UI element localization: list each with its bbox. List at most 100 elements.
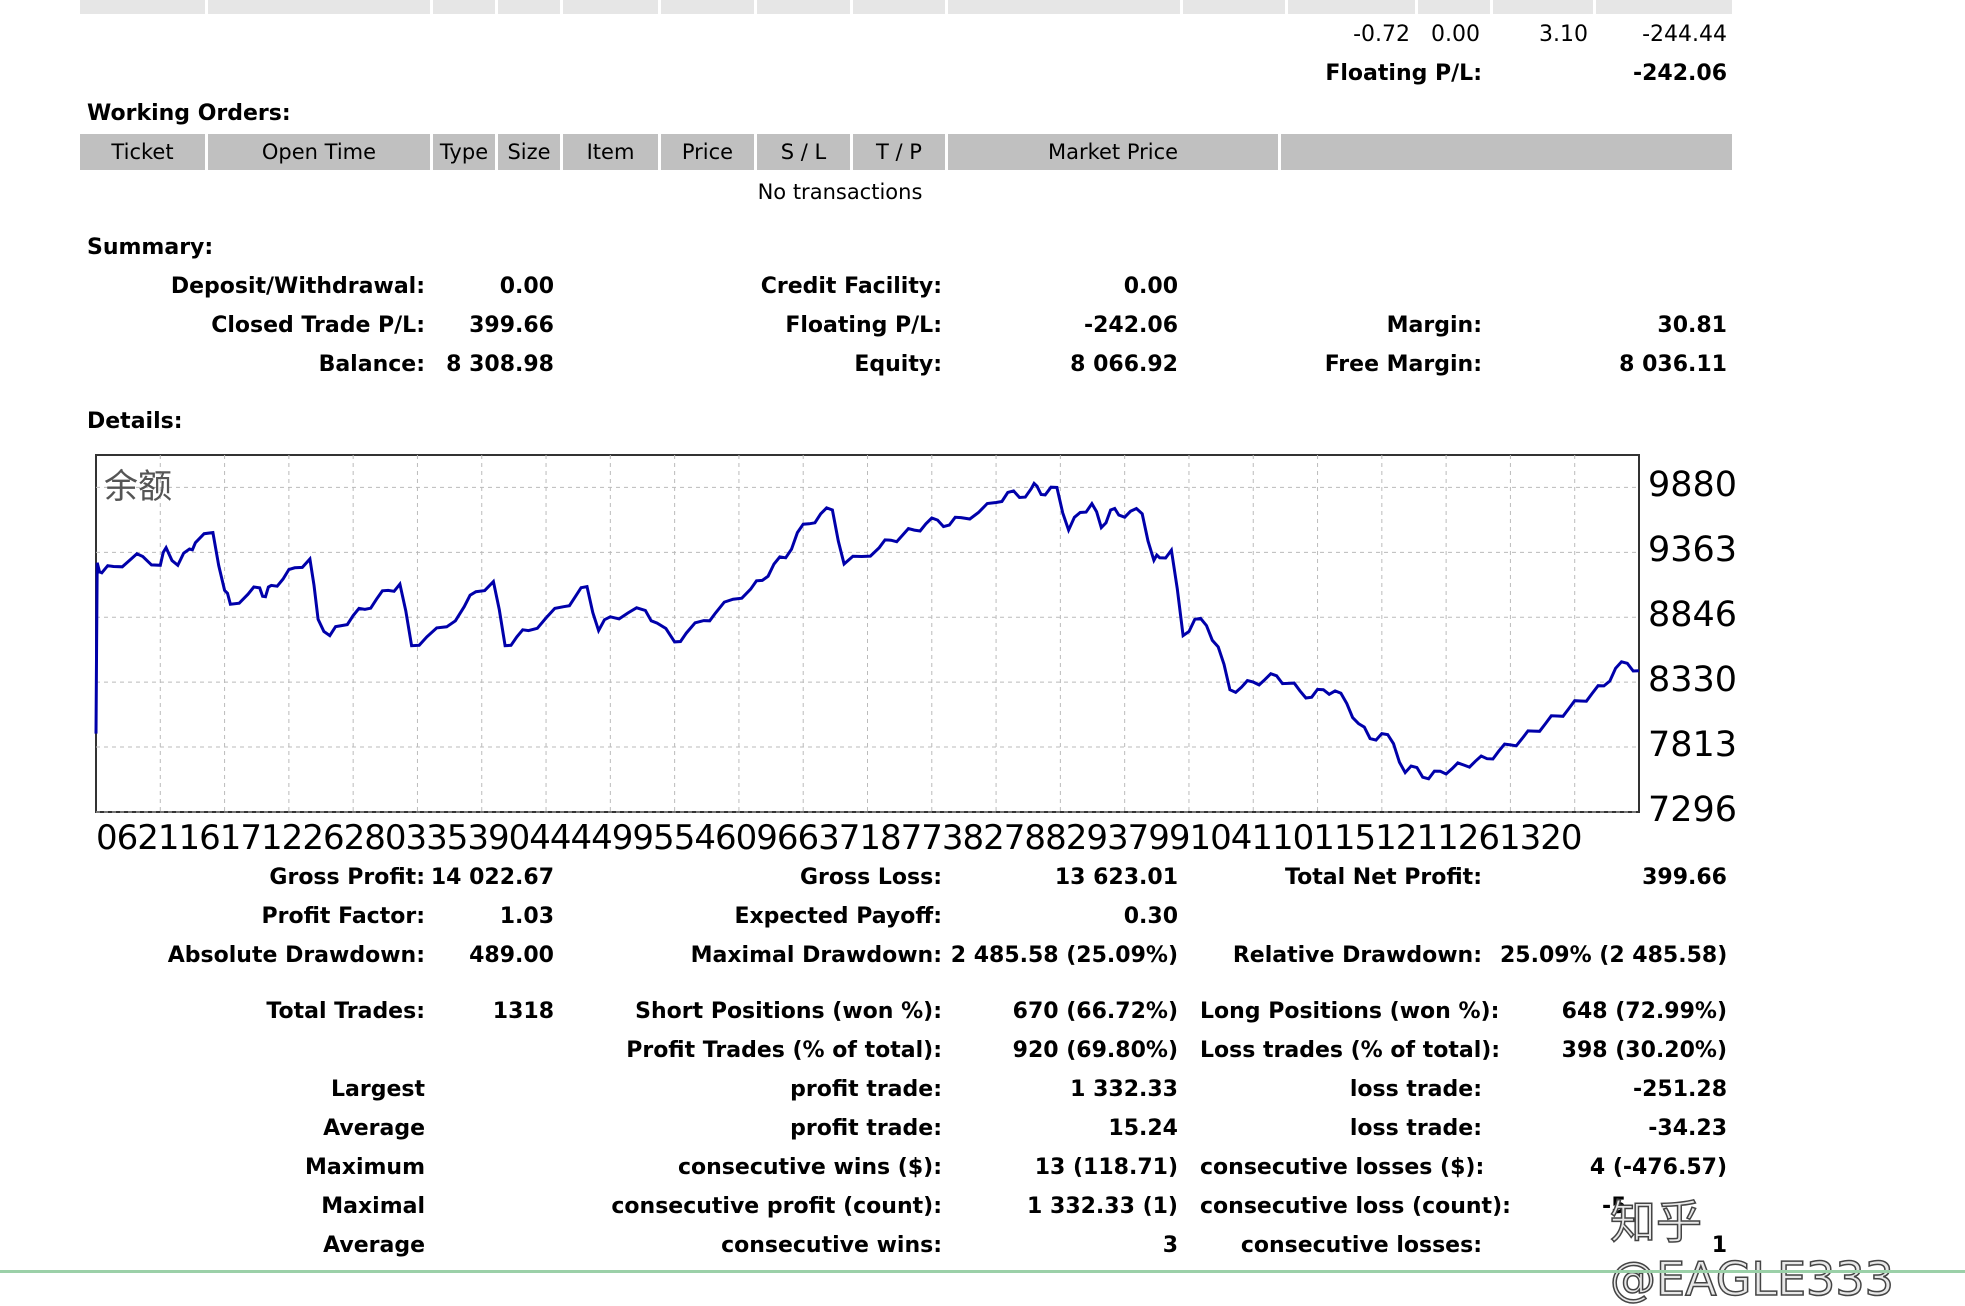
deposit-value: 0.00 — [499, 274, 554, 299]
rel-drawdown-value: 25.09% (2 485.58) — [1500, 943, 1728, 968]
pl-value-swap: 3.10 — [1539, 22, 1588, 47]
loss-trades-label: Loss trades (% of total): — [1200, 1038, 1501, 1063]
max-consec-wins-label: consecutive wins ($): — [677, 1155, 942, 1180]
profit-factor-value: 1.03 — [499, 904, 554, 929]
credit-value: 0.00 — [1123, 274, 1178, 299]
profit-trades-label: Profit Trades (% of total): — [626, 1038, 942, 1063]
expected-payoff-label: Expected Payoff: — [734, 904, 942, 929]
pl-value-profit: -244.44 — [1642, 22, 1727, 47]
col-sl: S / L — [757, 134, 850, 170]
rel-drawdown-label: Relative Drawdown: — [1232, 943, 1482, 968]
floating-pl-value: -242.06 — [1632, 61, 1727, 86]
summary-title: Summary: — [87, 235, 214, 260]
col-blank — [1281, 134, 1732, 170]
short-positions-value: 670 (66.72%) — [1012, 999, 1178, 1024]
profit-factor-label: Profit Factor: — [261, 904, 425, 929]
closed-pl-value: 399.66 — [469, 313, 554, 338]
details-title: Details: — [87, 409, 183, 434]
short-positions-label: Short Positions (won %): — [635, 999, 942, 1024]
col-market-price: Market Price — [948, 134, 1278, 170]
average-loss-value: -34.23 — [1648, 1116, 1727, 1141]
pl-value-taxes: 0.00 — [1431, 22, 1480, 47]
largest-profit-value: 1 332.33 — [1070, 1077, 1178, 1102]
largest-label: Largest — [331, 1077, 425, 1102]
largest-loss-label: loss trade: — [1349, 1077, 1482, 1102]
prev-table-cell — [1418, 0, 1490, 14]
abs-drawdown-value: 489.00 — [469, 943, 554, 968]
prev-table-cell — [498, 0, 560, 14]
max-drawdown-label: Maximal Drawdown: — [690, 943, 942, 968]
balance-value: 8 308.98 — [446, 352, 554, 377]
no-transactions: No transactions — [757, 180, 923, 204]
prev-table-cell — [853, 0, 945, 14]
max-consec-losses-label: consecutive losses ($): — [1200, 1155, 1485, 1180]
balance-chart: 余额 — [94, 454, 1640, 813]
prev-table-cell — [208, 0, 430, 14]
gross-profit-value: 14 022.67 — [430, 865, 554, 890]
maximal-label: Maximal — [321, 1194, 425, 1219]
free-margin-value: 8 036.11 — [1619, 352, 1727, 377]
max-consec-losses-value: 4 (-476.57) — [1589, 1155, 1727, 1180]
loss-trades-value: 398 (30.20%) — [1561, 1038, 1727, 1063]
maximal-consec-loss-label: consecutive loss (count): — [1200, 1194, 1511, 1219]
prev-table-cell — [661, 0, 754, 14]
avg-consec-wins-label: consecutive wins: — [721, 1233, 942, 1258]
col-item: Item — [563, 134, 658, 170]
average-label: Average — [323, 1116, 425, 1141]
y-tick-label: 8330 — [1648, 660, 1738, 701]
total-trades-label: Total Trades: — [266, 999, 425, 1024]
prev-table-cell — [433, 0, 495, 14]
col-tp: T / P — [853, 134, 945, 170]
col-open-time: Open Time — [208, 134, 430, 170]
prev-table-cell — [1596, 0, 1732, 14]
total-trades-value: 1318 — [492, 999, 554, 1024]
pl-value-commission: -0.72 — [1353, 22, 1410, 47]
prev-table-cell — [1493, 0, 1593, 14]
chart-title: 余额 — [104, 467, 172, 507]
credit-label: Credit Facility: — [760, 274, 942, 299]
largest-profit-label: profit trade: — [790, 1077, 942, 1102]
avg-consec-losses-label: consecutive losses: — [1240, 1233, 1482, 1258]
balance-label: Balance: — [318, 352, 425, 377]
average-profit-label: profit trade: — [790, 1116, 942, 1141]
prev-table-cell — [563, 0, 658, 14]
maximal-consec-profit-label: consecutive profit (count): — [611, 1194, 942, 1219]
maximal-consec-loss-value: -5 — [1602, 1194, 1627, 1219]
prev-table-cell — [948, 0, 1180, 14]
gross-profit-label: Gross Profit: — [269, 865, 425, 890]
prev-table-cell — [80, 0, 205, 14]
col-ticket: Ticket — [80, 134, 205, 170]
long-positions-label: Long Positions (won %): — [1200, 999, 1500, 1024]
floating-pl-label: Floating P/L: — [1325, 61, 1482, 86]
y-tick-label: 7296 — [1648, 790, 1738, 830]
summary-floating-value: -242.06 — [1083, 313, 1178, 338]
average2-label: Average — [323, 1233, 425, 1258]
max-consec-wins-value: 13 (118.71) — [1034, 1155, 1178, 1180]
expected-payoff-value: 0.30 — [1123, 904, 1178, 929]
y-tick-label: 9880 — [1648, 465, 1738, 506]
bottom-border — [0, 1270, 1965, 1273]
abs-drawdown-label: Absolute Drawdown: — [167, 943, 425, 968]
col-type: Type — [433, 134, 495, 170]
summary-floating-label: Floating P/L: — [785, 313, 942, 338]
closed-pl-label: Closed Trade P/L: — [211, 313, 425, 338]
y-tick-label: 7813 — [1648, 725, 1738, 766]
margin-label: Margin: — [1386, 313, 1482, 338]
balance-series-line — [94, 480, 1640, 781]
gross-loss-label: Gross Loss: — [800, 865, 942, 890]
equity-label: Equity: — [854, 352, 942, 377]
avg-consec-losses-value: 1 — [1711, 1233, 1727, 1258]
prev-table-cell — [757, 0, 850, 14]
col-size: Size — [498, 134, 560, 170]
y-tick-label: 9363 — [1648, 530, 1738, 571]
long-positions-value: 648 (72.99%) — [1561, 999, 1727, 1024]
margin-value: 30.81 — [1657, 313, 1727, 338]
working-orders-title: Working Orders: — [87, 101, 291, 126]
profit-trades-value: 920 (69.80%) — [1012, 1038, 1178, 1063]
chart-grid — [96, 455, 1639, 813]
watermark: 知乎 @EAGLE333 — [1609, 1194, 1894, 1306]
average-loss-label: loss trade: — [1349, 1116, 1482, 1141]
prev-table-cell — [1288, 0, 1415, 14]
prev-table-cell — [1183, 0, 1285, 14]
maximal-consec-profit-value: 1 332.33 (1) — [1027, 1194, 1178, 1219]
